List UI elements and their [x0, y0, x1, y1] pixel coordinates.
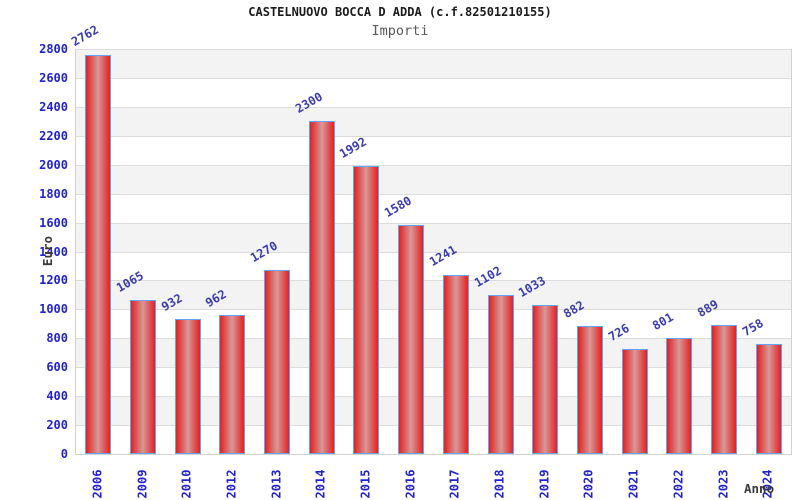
bar	[621, 349, 648, 454]
x-tick-label: 2015	[358, 469, 373, 499]
bar	[487, 294, 514, 454]
bar	[666, 338, 693, 454]
gridline	[76, 367, 791, 369]
x-tick-label: 2021	[626, 469, 641, 499]
y-tick-label: 1400	[39, 244, 68, 259]
gridline	[76, 164, 791, 166]
bar	[308, 121, 335, 454]
bar	[219, 314, 246, 454]
bar	[710, 325, 737, 454]
bar	[755, 344, 782, 454]
gridline	[76, 193, 791, 195]
gridline	[76, 396, 791, 398]
y-tick-label: 2200	[39, 128, 68, 143]
y-tick-label: 0	[60, 447, 68, 461]
y-tick-label: 1200	[39, 273, 68, 288]
y-tick-label: 200	[46, 418, 68, 433]
x-tick-label: 2022	[671, 469, 686, 499]
y-tick-label: 1800	[39, 186, 68, 201]
gridline	[76, 49, 791, 50]
chart-title: CASTELNUOVO BOCCA D ADDA (c.f.8250121015…	[248, 5, 552, 19]
gridline	[76, 280, 791, 282]
plot-band	[76, 77, 791, 107]
y-tick-label: 600	[46, 360, 68, 375]
y-tick-label: 2800	[39, 42, 68, 56]
x-tick-label: 2006	[90, 469, 105, 499]
plot-band	[76, 222, 791, 252]
gridline	[76, 251, 791, 253]
plot-area	[75, 49, 792, 455]
bar	[398, 225, 425, 454]
x-tick-label: 2013	[269, 469, 284, 499]
x-tick-label: 2020	[581, 469, 596, 499]
y-tick-label: 400	[46, 389, 68, 404]
x-tick-label: 2017	[447, 469, 462, 499]
gridline	[76, 338, 791, 340]
x-tick-label: 2012	[224, 469, 239, 499]
x-axis-title: Anno	[744, 481, 775, 496]
y-tick-label: 800	[46, 331, 68, 346]
y-tick-label: 1000	[39, 302, 68, 317]
x-tick-label: 2010	[179, 469, 194, 499]
gridline	[76, 135, 791, 137]
y-tick-label: 2600	[39, 70, 68, 85]
bar	[442, 274, 469, 454]
bar	[576, 326, 603, 454]
x-tick-label: 2019	[537, 469, 552, 499]
plot-band	[76, 280, 791, 310]
bar	[130, 299, 157, 454]
x-tick-label: 2023	[715, 469, 730, 499]
bar	[264, 270, 291, 454]
bar	[174, 319, 201, 454]
gridline	[76, 222, 791, 224]
bar	[85, 54, 112, 454]
x-tick-label: 2014	[313, 469, 328, 499]
x-tick-label: 2016	[403, 469, 418, 499]
y-axis-title: Euro	[40, 235, 55, 267]
bar	[353, 165, 380, 454]
plot-band	[76, 164, 791, 194]
x-tick-label: 2018	[492, 469, 507, 499]
gridline	[76, 309, 791, 311]
plot-band	[76, 251, 791, 281]
y-tick-label: 2000	[39, 157, 68, 172]
gridline	[76, 425, 791, 427]
chart-subtitle: Importi	[371, 23, 429, 39]
gridline	[76, 106, 791, 108]
y-tick-label: 1600	[39, 215, 68, 230]
plot-band	[76, 135, 791, 165]
plot-band	[76, 106, 791, 136]
x-tick-label: 2009	[135, 469, 150, 499]
y-tick-label: 2400	[39, 99, 68, 114]
plot-band	[76, 193, 791, 223]
plot-band	[76, 49, 791, 78]
bar	[532, 304, 559, 454]
gridline	[76, 77, 791, 79]
